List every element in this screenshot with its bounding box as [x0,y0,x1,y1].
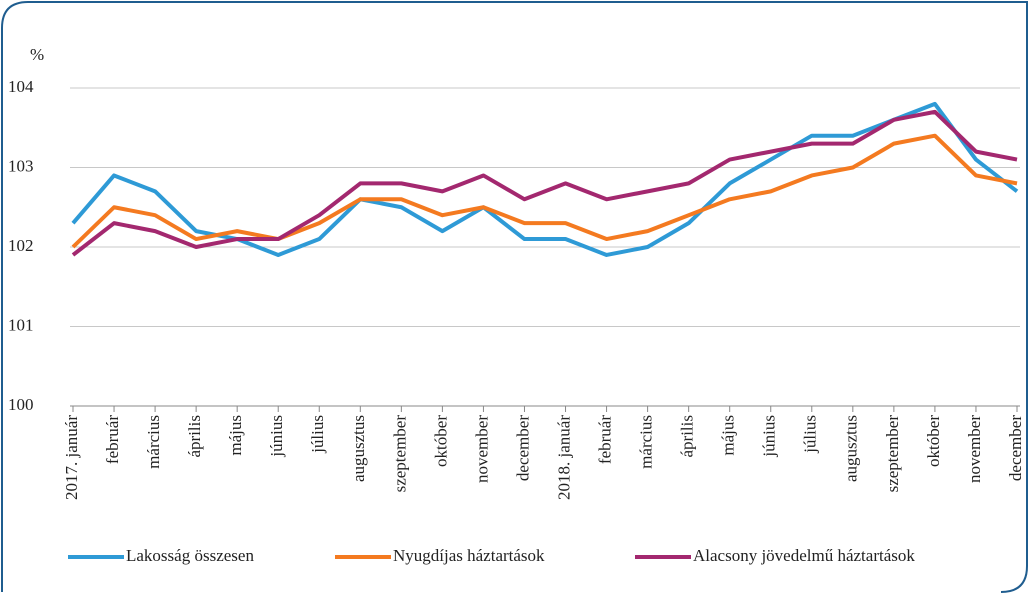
y-unit: % [30,45,44,64]
line-series [71,101,1019,257]
y-tick-label: 100 [8,395,34,414]
x-tick-label: március [637,415,656,469]
x-tick-label: 2017. január [62,415,81,500]
x-tick-label: március [144,415,163,469]
x-tick-label: október [431,415,450,467]
x-tick-label: július [308,415,327,454]
x-tick-label: augusztus [349,415,368,482]
x-tick-label: február [103,415,122,464]
x-tick-label: július [801,415,820,454]
y-tick-label: 101 [8,315,34,334]
x-tick-label: május [719,415,738,456]
x-tick-label: november [472,415,491,483]
y-tick-label: 104 [8,77,34,96]
x-tick-label: június [267,415,286,458]
legend-label: Nyugdíjas háztartások [393,546,545,565]
legend-label: Alacsony jövedelmű háztartások [693,546,915,565]
y-tick-label: 102 [8,236,34,255]
x-tick-label: december [513,415,532,481]
x-tick-label: április [678,415,697,458]
x-tick-label: szeptember [883,415,902,493]
x-tick-label: június [760,415,779,458]
x-tick-label: április [185,415,204,458]
legend-label: Lakosság összesen [126,546,254,565]
x-tick-label: február [595,415,614,464]
x-tick-label: október [924,415,943,467]
x-tick-label: december [1006,415,1025,481]
x-tick-label: szeptember [390,415,409,493]
x-tick-label: augusztus [842,415,861,482]
x-tick-label: 2018. január [554,415,573,500]
x-tick-label: május [226,415,245,456]
y-tick-label: 103 [8,156,34,175]
line-series [71,133,1018,249]
line-series [71,109,1018,257]
x-tick-label: november [965,415,984,483]
